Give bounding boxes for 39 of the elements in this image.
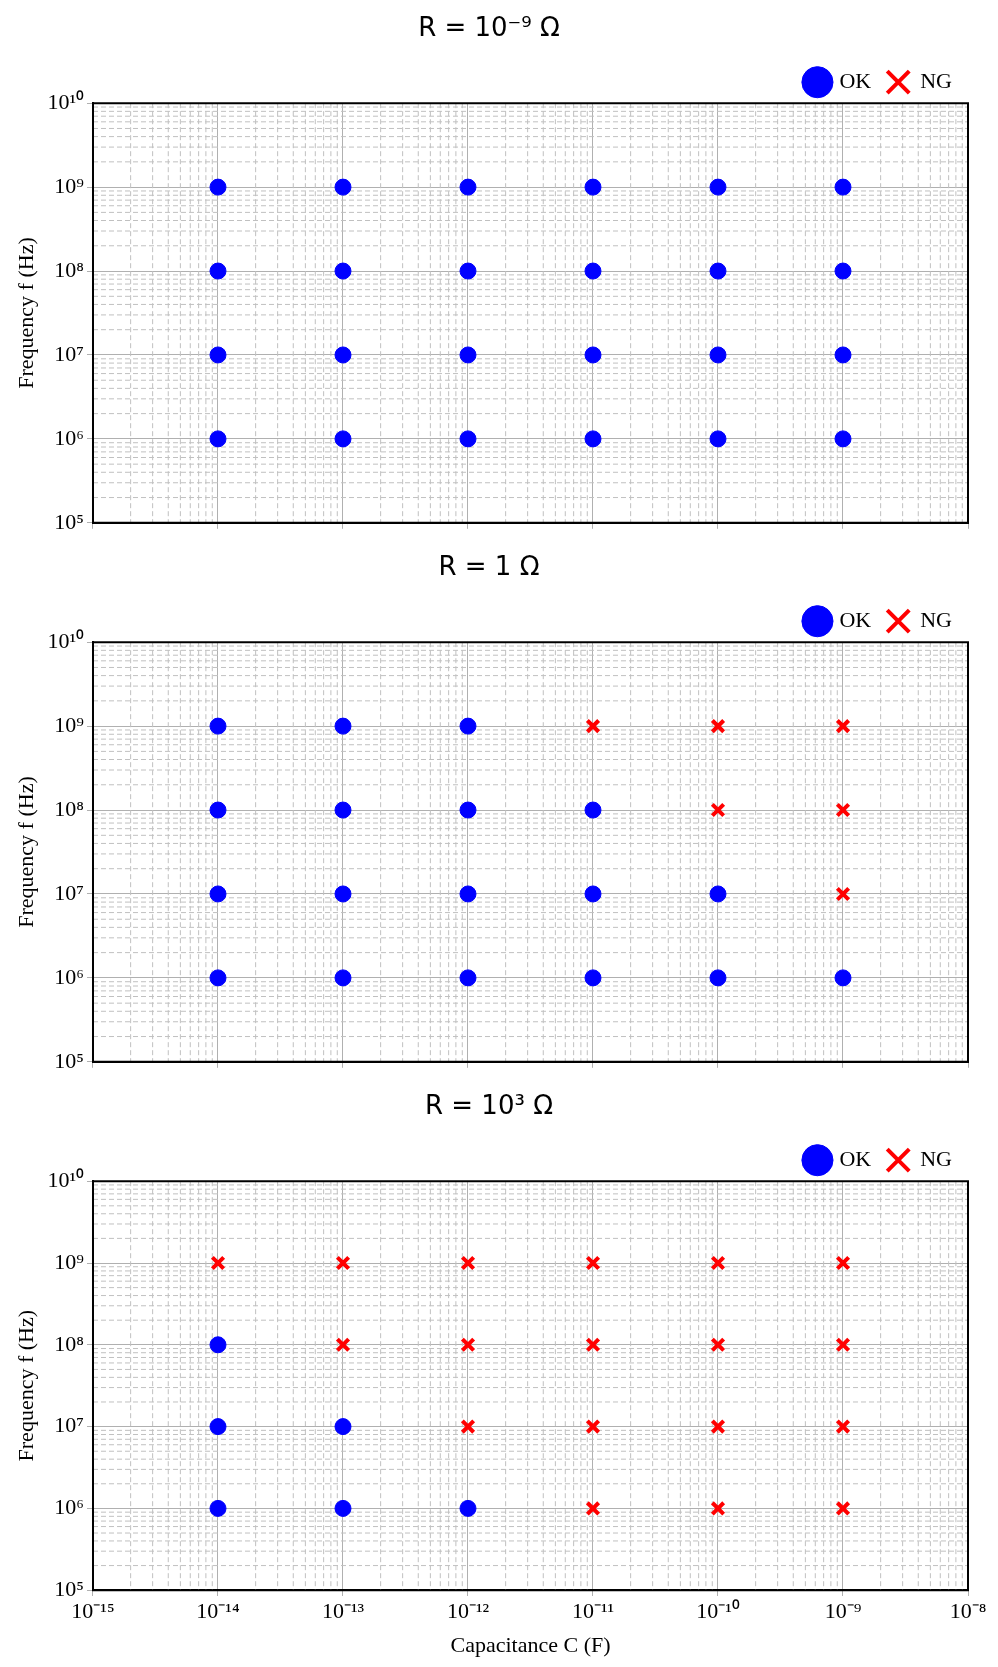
x-tick-label: 10⁻¹¹ <box>571 1598 615 1624</box>
y-tick-label: 10⁷ <box>54 1412 84 1438</box>
legend-label: NG <box>920 1145 953 1171</box>
x-tick-label: 10⁻¹⁰ <box>696 1598 740 1624</box>
x-tick-label: 10⁻⁸ <box>949 1598 987 1624</box>
chart-title: R = 10³ Ω <box>424 1090 554 1121</box>
x-tick-label: 10⁻¹³ <box>321 1598 365 1624</box>
chart-title: R = 1 Ω <box>438 551 540 582</box>
y-tick-label: 10⁹ <box>54 711 85 737</box>
legend-label: OK <box>839 606 872 632</box>
legend-label: NG <box>920 67 953 93</box>
x-tick-label: 10⁻⁹ <box>824 1598 862 1624</box>
x-tick-label: 10⁻¹⁵ <box>71 1598 115 1624</box>
chart-title: R = 10⁻⁹ Ω <box>418 12 560 43</box>
y-tick-label: 10⁶ <box>54 424 84 450</box>
x-axis-title: Capacitance C (F) <box>450 1631 611 1657</box>
y-tick-label: 10⁸ <box>54 1330 84 1356</box>
y-tick-label: 10⁵ <box>54 1047 84 1073</box>
y-tick-label: 10⁵ <box>54 508 84 534</box>
y-axis-title: Frequency f (Hz) <box>12 776 38 928</box>
y-tick-label: 10⁸ <box>54 256 84 282</box>
y-tick-label: 10⁷ <box>54 879 84 905</box>
legend-label: OK <box>839 67 872 93</box>
y-tick-label: 10⁶ <box>54 1494 84 1520</box>
y-axis-title: Frequency f (Hz) <box>12 237 38 389</box>
legend-label: NG <box>920 606 953 632</box>
x-tick-label: 10⁻¹² <box>446 1598 490 1624</box>
y-tick-label: 10⁷ <box>54 340 84 366</box>
y-tick-label: 10¹⁰ <box>47 627 84 653</box>
y-tick-label: 10⁹ <box>54 172 85 198</box>
y-tick-label: 10¹⁰ <box>47 88 84 114</box>
y-tick-label: 10¹⁰ <box>47 1166 84 1192</box>
legend-label: OK <box>839 1145 872 1171</box>
y-tick-label: 10⁹ <box>54 1248 85 1274</box>
x-tick-label: 10⁻¹⁴ <box>196 1598 240 1624</box>
y-tick-label: 10⁵ <box>54 1575 84 1601</box>
y-tick-label: 10⁶ <box>54 963 84 989</box>
y-tick-label: 10⁸ <box>54 795 84 821</box>
y-axis-title: Frequency f (Hz) <box>12 1309 38 1462</box>
